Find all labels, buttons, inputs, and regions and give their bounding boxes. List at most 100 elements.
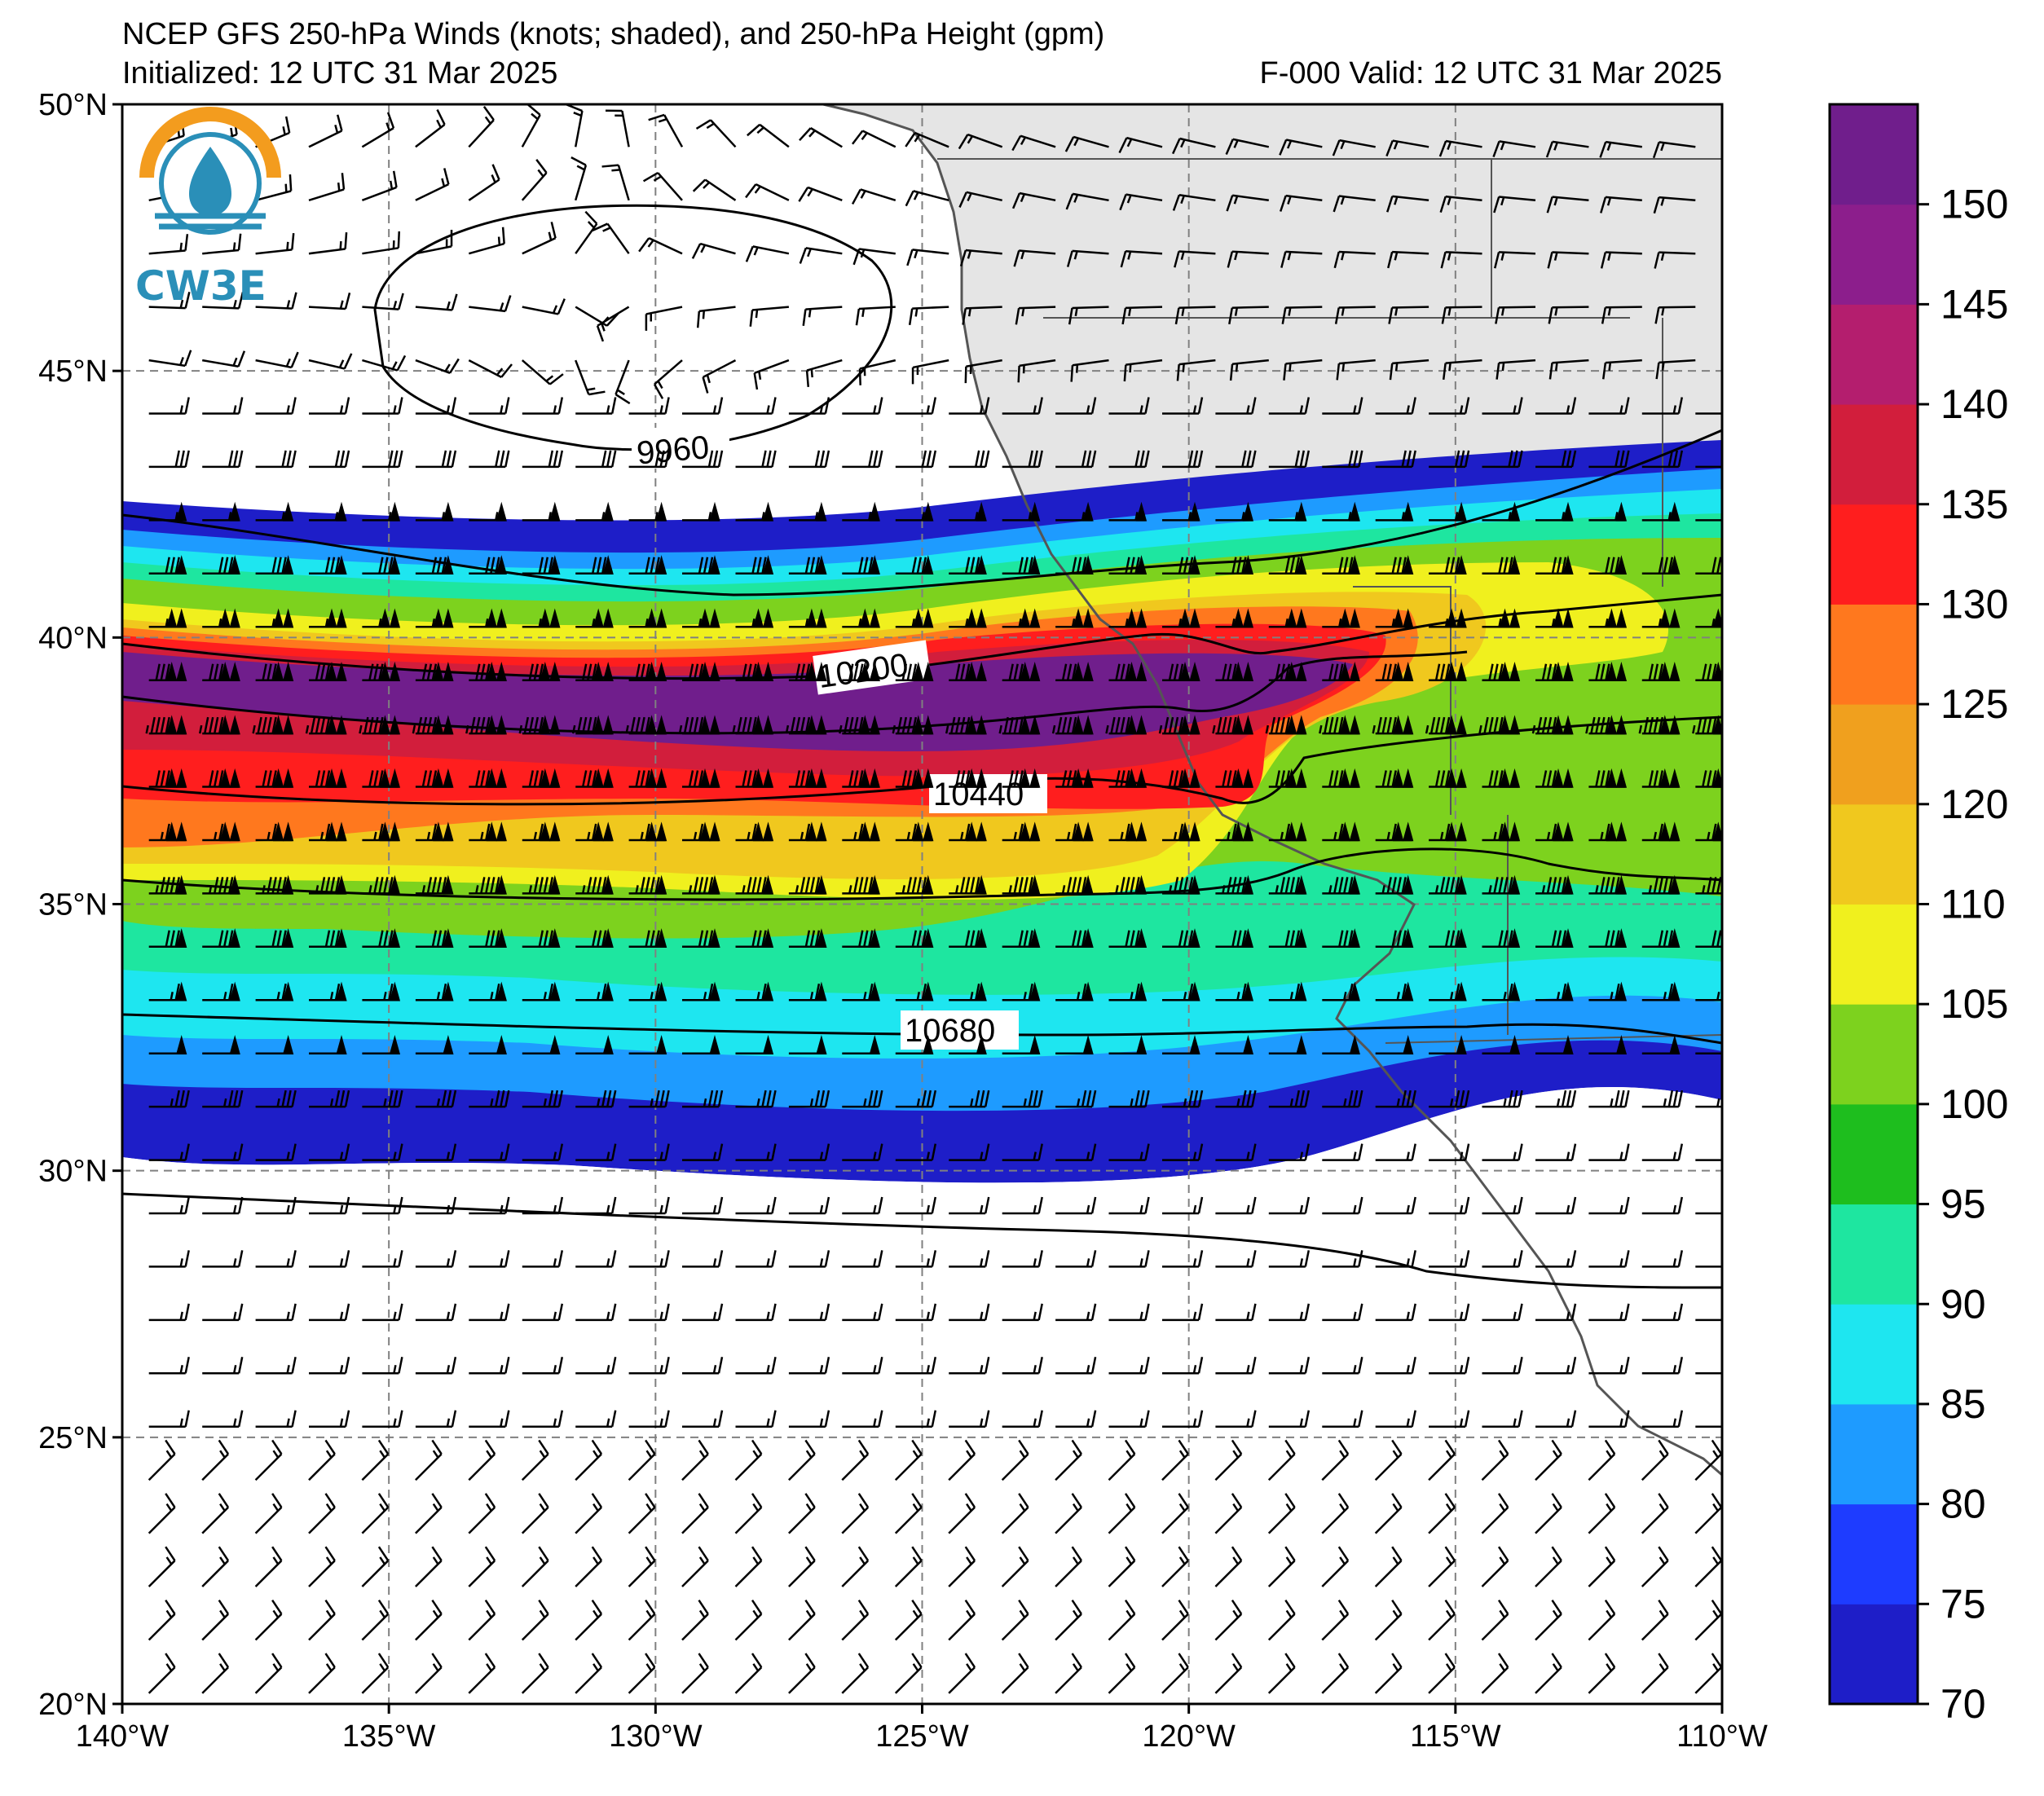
barb-pennant bbox=[1349, 555, 1360, 575]
barb-shaft bbox=[734, 1506, 763, 1534]
wind-barb bbox=[788, 1653, 816, 1694]
barb-half-flag bbox=[1607, 306, 1612, 316]
barb-flag bbox=[809, 877, 816, 894]
barb-pennant bbox=[1499, 768, 1511, 788]
barb-half-flag bbox=[1711, 618, 1716, 627]
barb-half-flag bbox=[1501, 362, 1505, 372]
barb-flag bbox=[237, 450, 244, 468]
barb-flag bbox=[1518, 397, 1523, 414]
wind-barb bbox=[202, 662, 240, 681]
barb-shaft bbox=[1659, 359, 1696, 364]
wind-barb bbox=[1279, 139, 1323, 156]
barb-flag bbox=[1614, 557, 1620, 574]
wind-barb bbox=[1162, 1250, 1204, 1268]
barb-flag bbox=[227, 450, 234, 468]
barb-flag bbox=[1546, 877, 1553, 894]
wind-barb bbox=[1174, 250, 1216, 268]
barb-half-flag bbox=[1658, 618, 1663, 627]
barb-flag bbox=[1284, 877, 1291, 894]
wind-barb bbox=[522, 981, 561, 1001]
wind-barb bbox=[1322, 555, 1360, 575]
barb-flag bbox=[504, 1410, 510, 1427]
barb-pennant bbox=[389, 715, 401, 735]
barb-half-flag bbox=[441, 512, 446, 521]
barb-flag bbox=[1028, 1089, 1033, 1107]
wind-barb bbox=[841, 1493, 870, 1534]
barb-flag bbox=[557, 1357, 564, 1374]
barb-flag bbox=[868, 450, 874, 468]
barb-flag bbox=[184, 1143, 190, 1160]
barb-pennant bbox=[443, 928, 454, 949]
barb-half-flag bbox=[232, 405, 237, 414]
barb-half-flag bbox=[1127, 251, 1132, 260]
wind-barb bbox=[1108, 1143, 1150, 1161]
barb-flag bbox=[1727, 451, 1730, 467]
barb-flag bbox=[1284, 1600, 1296, 1615]
wind-barb bbox=[1482, 874, 1521, 895]
barb-flag bbox=[664, 1357, 670, 1374]
barb-flag bbox=[557, 1089, 564, 1107]
wind-barb bbox=[1482, 821, 1521, 842]
barb-pennant bbox=[549, 768, 561, 788]
barb-pennant bbox=[1446, 715, 1457, 735]
barb-half-flag bbox=[979, 1258, 984, 1267]
wind-barb bbox=[894, 1653, 923, 1694]
barb-shaft bbox=[468, 359, 502, 378]
barb-shaft bbox=[1001, 1613, 1029, 1641]
barb-flag bbox=[664, 1250, 670, 1267]
wind-barb bbox=[522, 1035, 561, 1054]
barb-half-flag bbox=[1246, 405, 1250, 414]
barb-flag bbox=[804, 557, 811, 574]
wind-barb bbox=[1482, 1410, 1523, 1428]
barb-flag bbox=[1037, 1303, 1043, 1321]
barb-flag bbox=[1711, 877, 1717, 894]
barb-flag bbox=[1241, 450, 1247, 468]
barb-pennant bbox=[709, 501, 720, 522]
barb-flag bbox=[208, 663, 214, 680]
wind-barb bbox=[653, 359, 683, 399]
wind-barb bbox=[949, 1410, 990, 1428]
barb-flag bbox=[1187, 557, 1194, 574]
barb-half-flag bbox=[1126, 139, 1133, 147]
barb-flag bbox=[1697, 716, 1703, 734]
barb-pennant bbox=[272, 768, 284, 788]
barb-half-flag bbox=[1554, 306, 1558, 316]
barb-flag bbox=[1677, 450, 1684, 468]
wind-barb bbox=[1108, 608, 1148, 628]
barb-pennant bbox=[1242, 874, 1254, 895]
wind-barb bbox=[1641, 450, 1684, 469]
barb-pennant bbox=[1606, 608, 1618, 628]
barb-half-flag bbox=[500, 1204, 504, 1214]
wind-barb bbox=[469, 1303, 510, 1322]
barb-flag bbox=[184, 234, 189, 251]
barb-flag bbox=[271, 770, 277, 787]
barb-half-flag bbox=[819, 1311, 824, 1321]
barb-half-flag bbox=[379, 1450, 386, 1459]
barb-shaft bbox=[1055, 1666, 1082, 1694]
barb-half-flag bbox=[1018, 618, 1022, 627]
barb-flag bbox=[974, 984, 980, 1001]
barb-half-flag bbox=[1499, 1556, 1506, 1565]
barb-flag bbox=[1546, 716, 1553, 734]
barb-flag bbox=[208, 716, 214, 734]
barb-pennant bbox=[1509, 928, 1521, 949]
barb-half-flag bbox=[334, 124, 339, 134]
wind-barb bbox=[1001, 1600, 1029, 1641]
barb-flag bbox=[1411, 1250, 1416, 1267]
barb-pennant bbox=[1712, 662, 1722, 681]
barb-flag bbox=[814, 557, 821, 574]
barb-flag bbox=[1711, 1439, 1722, 1455]
barb-pennant bbox=[1659, 715, 1671, 735]
barb-flag bbox=[1338, 823, 1344, 841]
barb-flag bbox=[824, 1143, 830, 1160]
wind-barb bbox=[895, 608, 934, 628]
barb-flag bbox=[707, 450, 714, 468]
barb-flag bbox=[591, 1600, 603, 1615]
barb-half-flag bbox=[272, 1609, 280, 1618]
barb-flag bbox=[1231, 1493, 1243, 1508]
barb-half-flag bbox=[252, 724, 256, 734]
wind-barb bbox=[1108, 662, 1148, 681]
barb-half-flag bbox=[1126, 195, 1132, 204]
barb-pennant bbox=[592, 715, 604, 735]
barb-pennant bbox=[1126, 662, 1138, 681]
